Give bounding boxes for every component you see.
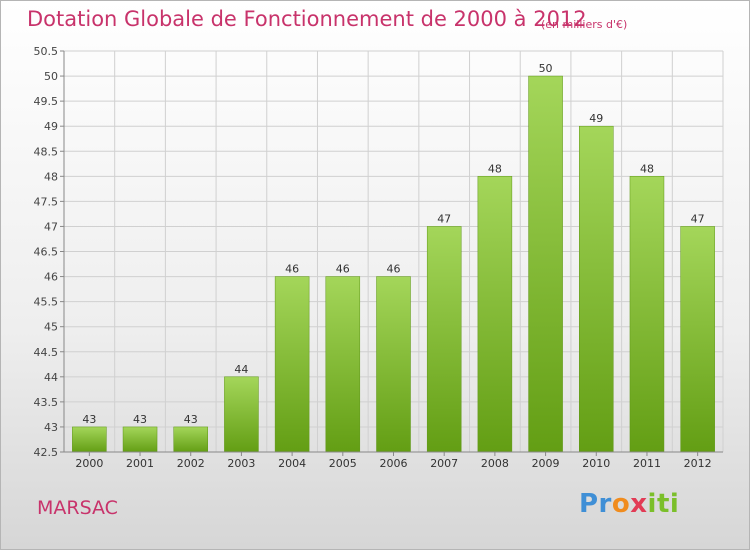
commune-name: MARSAC: [37, 497, 118, 519]
bar-value-label: 50: [539, 62, 553, 75]
y-tick-label: 46.5: [34, 246, 59, 259]
bar-value-label: 43: [184, 413, 198, 426]
x-tick-label: 2011: [633, 457, 661, 470]
bar-2011: [629, 176, 665, 453]
bar-2007: [426, 226, 462, 453]
axis-layer: 42.5 43 43.5 44 44.5 45 45.5 46 46.5 47 47.5 48 48.5…: [34, 45, 723, 470]
bar-value-label: 43: [133, 413, 147, 426]
bar-value-label: 49: [589, 112, 603, 125]
x-tick-label: 2004: [278, 457, 306, 470]
bar-value-label: 44: [234, 363, 248, 376]
y-tick-label: 47.5: [34, 195, 59, 208]
bar-2000: [72, 426, 107, 453]
bar-2005: [325, 276, 361, 453]
bar-value-label: 48: [488, 162, 502, 175]
y-tick-label: 49.5: [34, 95, 59, 108]
bar-2012: [680, 226, 715, 453]
y-tick-label: 46: [44, 271, 58, 284]
bar-value-label: 47: [691, 212, 705, 225]
chart-subtitle: (en milliers d'€): [541, 18, 628, 31]
y-tick-label: 47: [44, 220, 58, 233]
y-tick-label: 49: [44, 120, 58, 133]
y-tick-label: 42.5: [34, 446, 59, 459]
x-tick-label: 2008: [481, 457, 509, 470]
bar-value-label: 43: [82, 413, 96, 426]
y-tick-label: 45.5: [34, 296, 59, 309]
y-tick-label: 48.5: [34, 145, 59, 158]
x-tick-label: 2009: [532, 457, 560, 470]
x-tick-label: 2012: [684, 457, 712, 470]
y-tick-label: 48: [44, 170, 58, 183]
bar-2009: [528, 75, 563, 453]
x-tick-label: 2002: [177, 457, 205, 470]
y-tick-label: 50: [44, 70, 58, 83]
bar-layer: 43 43 43 44 46 46 46 47 48 50 49 48 47: [72, 62, 715, 453]
bar-2008: [477, 176, 513, 453]
chart-title: Dotation Globale de Fonctionnement de 20…: [27, 7, 587, 31]
bar-2002: [173, 426, 208, 453]
bar-value-label: 48: [640, 162, 654, 175]
bar-2003: [224, 376, 259, 453]
bar-2001: [122, 426, 158, 453]
bar-value-label: 46: [285, 263, 299, 276]
bar-2004: [274, 276, 310, 453]
bar-value-label: 46: [387, 263, 401, 276]
bar-2010: [579, 125, 614, 453]
x-tick-label: 2010: [582, 457, 610, 470]
proxiti-logo[interactable]: Proxiti: [579, 489, 680, 519]
y-tick-label: 44: [44, 371, 58, 384]
bar-value-label: 46: [336, 263, 350, 276]
y-tick-label: 45: [44, 321, 58, 334]
x-tick-label: 2005: [329, 457, 357, 470]
x-tick-label: 2001: [126, 457, 154, 470]
y-tick-label: 43.5: [34, 396, 59, 409]
y-tick-label: 44.5: [34, 346, 59, 359]
y-tick-label: 43: [44, 421, 58, 434]
x-tick-label: 2006: [380, 457, 408, 470]
bar-2006: [376, 276, 411, 453]
x-tick-label: 2007: [430, 457, 458, 470]
x-tick-label: 2000: [75, 457, 103, 470]
bar-value-label: 47: [437, 212, 451, 225]
x-tick-label: 2003: [227, 457, 255, 470]
y-tick-label: 50.5: [34, 45, 59, 58]
